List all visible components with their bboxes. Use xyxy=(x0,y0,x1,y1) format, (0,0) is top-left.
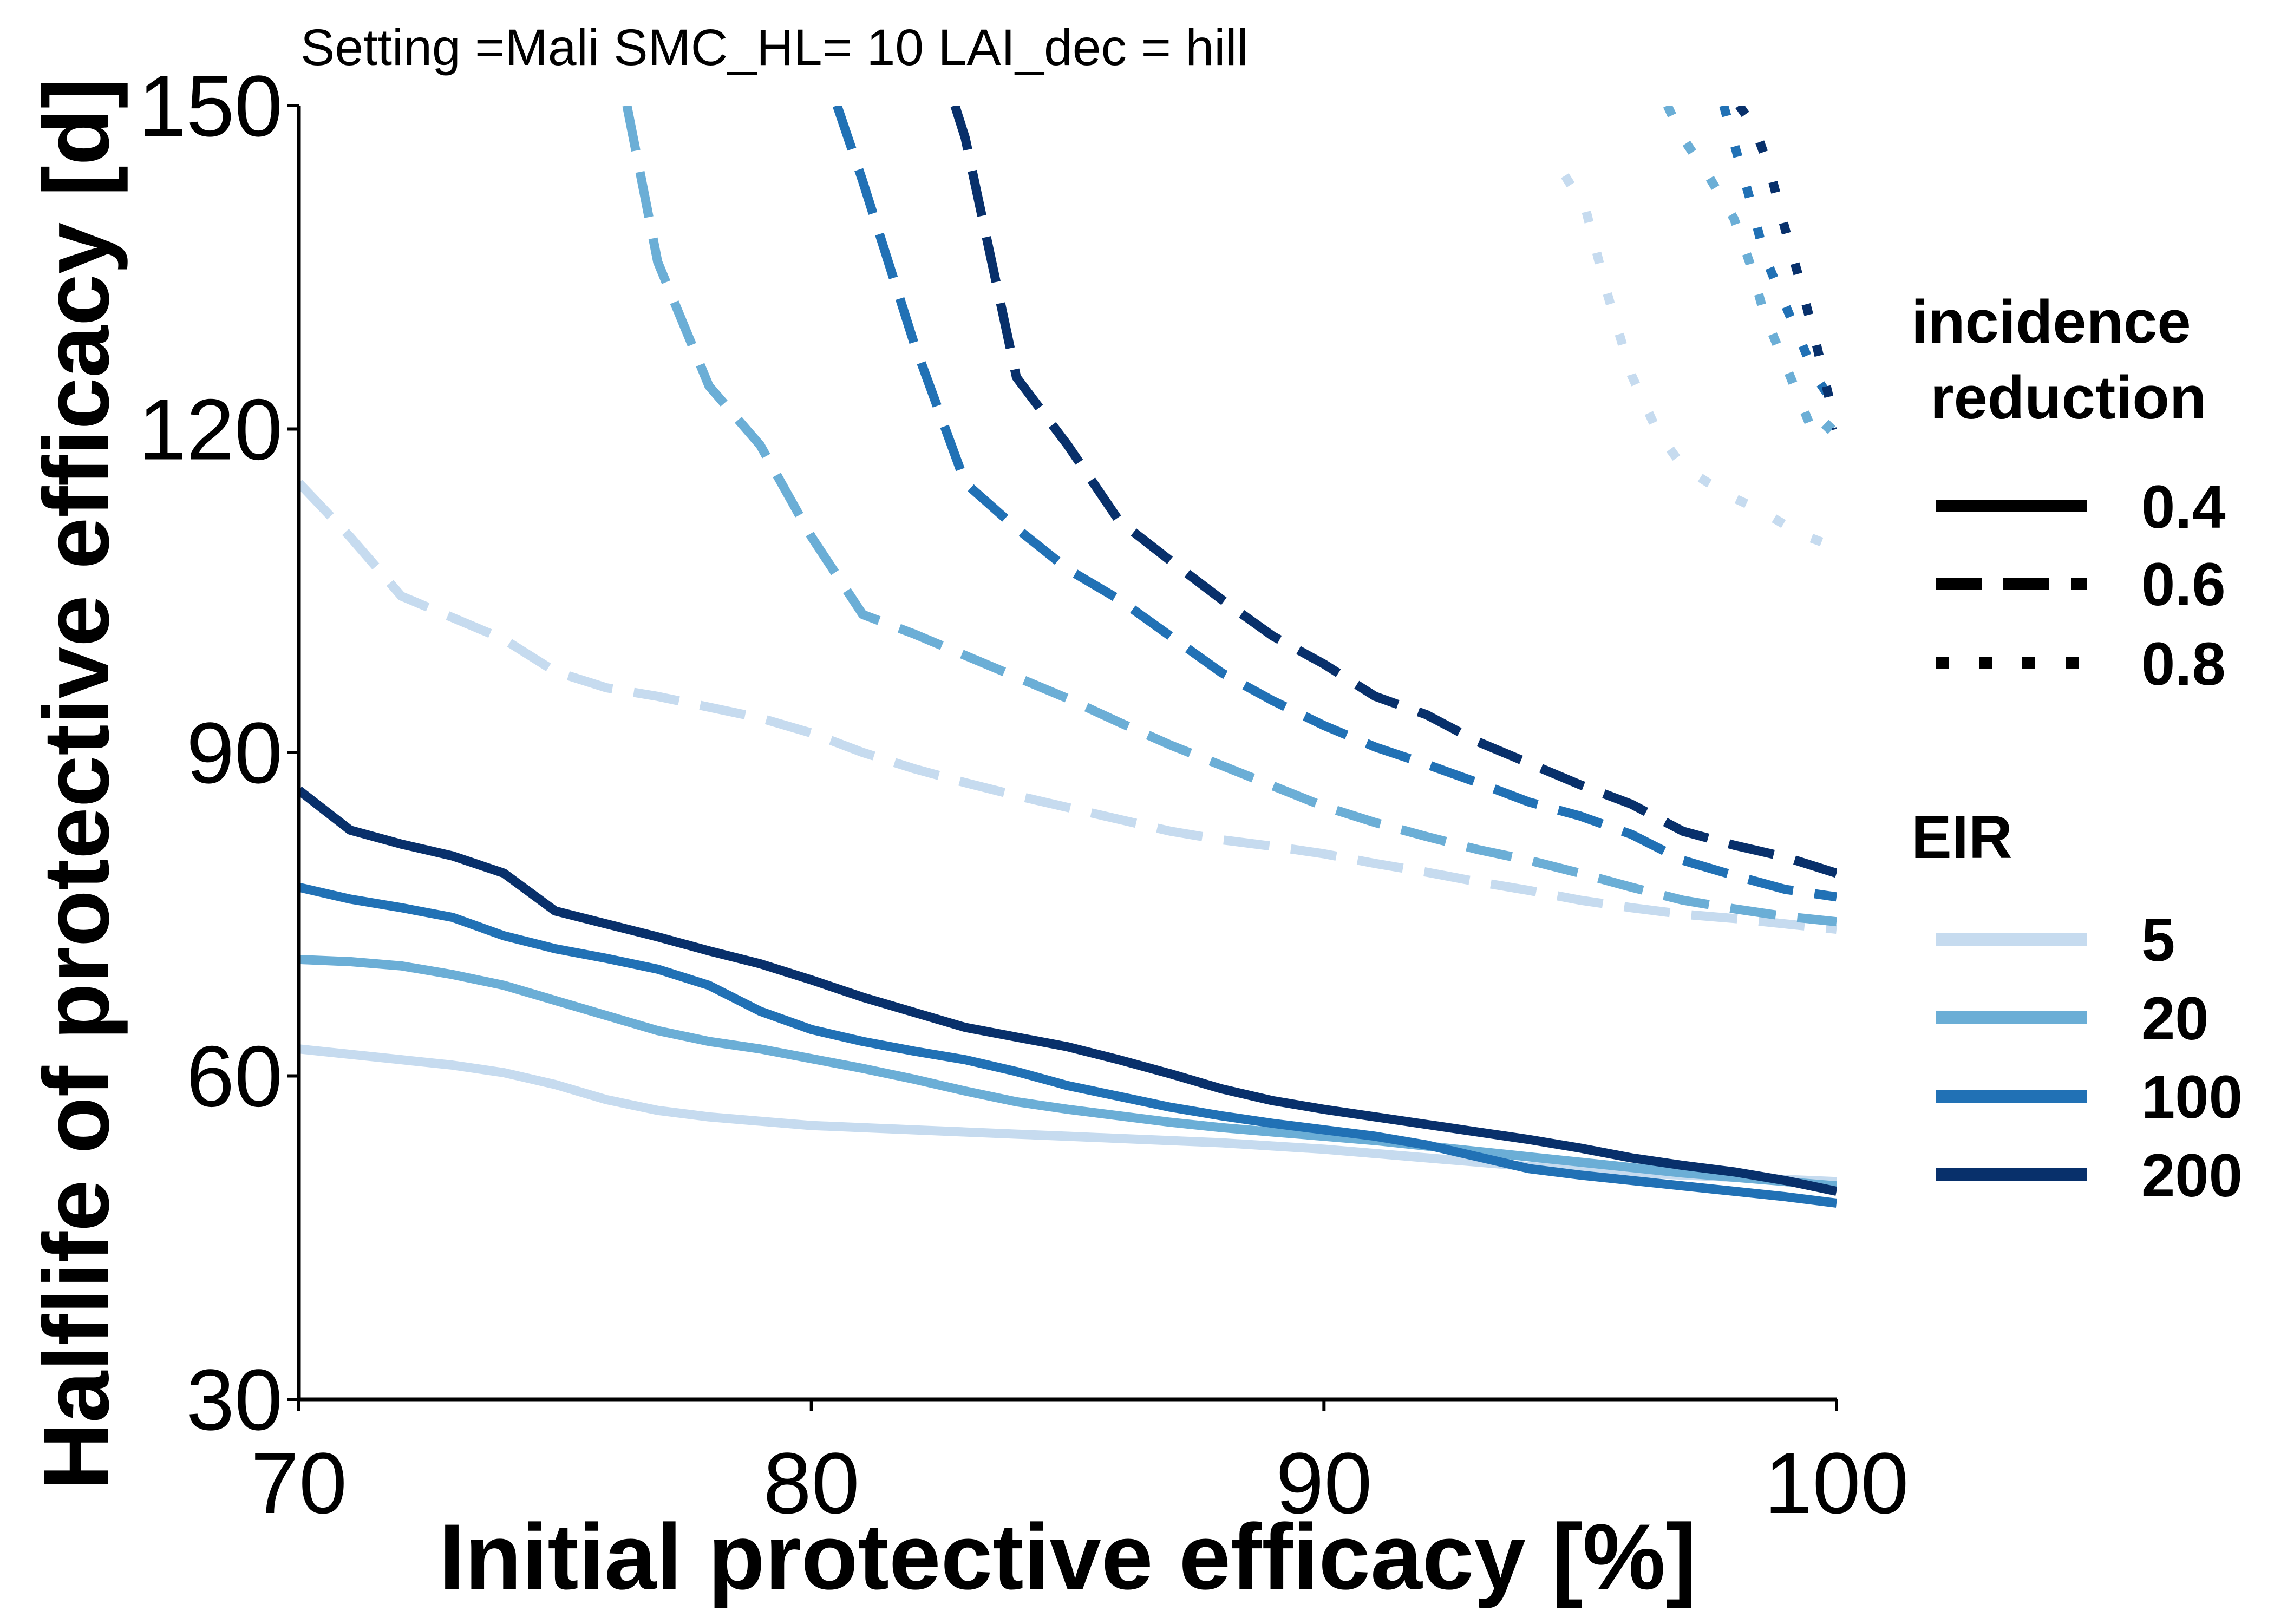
legend-color-items: 5 20 100 200 xyxy=(1936,906,2243,1209)
legend-label-reduction: 0.8 xyxy=(2141,630,2226,698)
series-line-eir-200-reduction-0.6 xyxy=(950,106,1837,878)
series-line-eir-100-reduction-0.8 xyxy=(1719,106,1837,410)
series-line-eir-20-reduction-0.4 xyxy=(299,954,1837,1191)
legend-label-eir: 5 xyxy=(2141,906,2175,974)
legend-linetype-items: 0.4 0.6 0.8 xyxy=(1936,473,2226,698)
y-tick-label: 120 xyxy=(138,381,283,478)
legend: incidence reduction 0.4 0.6 0.8 EIR 5 20 100… xyxy=(1911,288,2243,1209)
series-line-eir-5-reduction-0.6 xyxy=(299,480,1837,934)
y-tick-label: 90 xyxy=(186,704,283,801)
series-line-eir-20-reduction-0.6 xyxy=(622,106,1837,927)
x-tick-label: 90 xyxy=(1276,1435,1372,1531)
series-line-eir-5-reduction-0.4 xyxy=(299,1044,1837,1187)
series-line-eir-5-reduction-0.8 xyxy=(1561,173,1837,552)
legend-label-eir: 200 xyxy=(2141,1142,2243,1209)
x-tick-label: 100 xyxy=(1765,1435,1909,1531)
series-line-eir-20-reduction-0.8 xyxy=(1663,106,1837,444)
series-layer xyxy=(299,106,1837,1208)
y-tick-label: 150 xyxy=(138,57,283,154)
series-line-eir-200-reduction-0.4 xyxy=(299,786,1837,1196)
legend-label-reduction: 0.6 xyxy=(2141,551,2226,618)
y-axis-label: Halflife of protective efficacy [d] xyxy=(24,77,128,1490)
x-tick-label: 80 xyxy=(763,1435,860,1531)
tick-layer: 70 80 90 100 30 60 90 120 150 xyxy=(138,57,1909,1531)
legend-color-title: EIR xyxy=(1911,803,2012,871)
series-line-eir-100-reduction-0.6 xyxy=(832,106,1837,902)
y-tick-label: 30 xyxy=(186,1351,283,1448)
legend-label-eir: 20 xyxy=(2141,985,2209,1052)
legend-label-eir: 100 xyxy=(2141,1063,2243,1131)
chart-title: Setting =Mali SMC_HL= 10 LAI_dec = hill xyxy=(300,19,1249,76)
x-tick-label: 70 xyxy=(251,1435,347,1531)
legend-linetype-title-line1: incidence xyxy=(1911,288,2191,356)
series-line-eir-100-reduction-0.4 xyxy=(299,882,1837,1208)
y-tick-label: 60 xyxy=(186,1028,283,1125)
legend-label-reduction: 0.4 xyxy=(2141,473,2226,541)
x-axis-label: Initial protective efficacy [%] xyxy=(439,1505,1697,1609)
legend-linetype-title-line2: reduction xyxy=(1930,364,2206,431)
series-line-eir-200-reduction-0.8 xyxy=(1735,106,1837,430)
